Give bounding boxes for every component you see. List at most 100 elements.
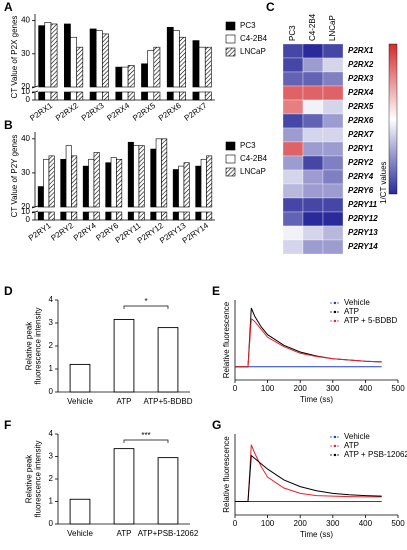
bar-base	[71, 211, 78, 221]
x-axis-label: Time (ss)	[300, 530, 333, 539]
bar-base	[150, 211, 157, 221]
y-tick-label: 0	[49, 519, 54, 528]
legend-swatch	[225, 167, 236, 177]
y-tick-label: 1	[49, 364, 54, 373]
x-tick-label: 100	[261, 384, 275, 393]
row-label: P2RY11	[348, 200, 378, 209]
heatmap-cell	[282, 183, 304, 199]
bar-base	[93, 211, 100, 221]
bar	[113, 319, 135, 393]
heatmap-cell	[302, 57, 324, 73]
x-tick-label: 0	[233, 519, 238, 528]
bar-base	[50, 91, 58, 101]
panel-letter: B	[4, 118, 13, 132]
y-tick-label: 0	[26, 95, 31, 104]
bar-base	[138, 211, 145, 221]
x-tick-label: ATP+5-BDBD	[144, 397, 193, 406]
y-tick-label: 4	[49, 429, 54, 438]
bar-base	[82, 211, 89, 221]
colorbar	[388, 43, 398, 195]
heatmap-cell	[322, 169, 344, 185]
bar-base	[38, 91, 46, 101]
bar-base	[147, 91, 155, 101]
heatmap-cell	[322, 239, 344, 255]
bar-base	[110, 211, 117, 221]
heatmap-cell	[282, 197, 304, 213]
heatmap-cell	[302, 43, 324, 59]
bar	[43, 158, 50, 208]
bar	[141, 63, 148, 88]
heatmap-cell	[322, 99, 344, 115]
y-tick-label: 20	[21, 202, 30, 211]
y-tick-label: 20	[21, 82, 30, 91]
legend-swatch	[225, 47, 236, 57]
panel-letter: C	[266, 0, 275, 14]
y-tick-label: 4	[49, 295, 54, 304]
x-tick-label: P2RX3	[80, 101, 106, 123]
bar-base	[206, 211, 213, 221]
heatmap-cell	[322, 127, 344, 143]
panel-letter: G	[212, 418, 221, 432]
bar	[121, 66, 129, 88]
x-tick-label: P2RY4	[72, 221, 98, 243]
x-tick-label: 400	[359, 519, 373, 528]
bar-base	[153, 91, 161, 101]
x-tick-label: ATP+PSB-12062	[138, 529, 199, 538]
bar-base	[65, 211, 72, 221]
x-tick-label: 100	[261, 519, 275, 528]
series-line	[235, 317, 382, 368]
panel-letter: F	[4, 418, 11, 432]
bar	[95, 30, 103, 88]
heatmap-cell	[322, 43, 344, 59]
bar	[133, 145, 140, 208]
heatmap-cell	[322, 71, 344, 87]
bar-base	[179, 91, 186, 101]
bar-base	[43, 211, 50, 221]
bar	[150, 148, 157, 208]
x-tick-label: 300	[326, 384, 340, 393]
heatmap-cell	[302, 127, 324, 143]
series-line	[235, 454, 382, 502]
bar	[44, 21, 52, 88]
y-tick-label: 3	[49, 318, 54, 327]
y-tick-label: 10	[21, 87, 30, 96]
heatmap-cell	[302, 183, 324, 199]
row-label: P2RX6	[348, 116, 374, 125]
heatmap-cell	[322, 113, 344, 129]
heatmap-cell	[302, 169, 324, 185]
row-label: P2RY4	[348, 172, 374, 181]
bar-base	[105, 211, 112, 221]
bar	[179, 36, 186, 88]
bar-base	[95, 91, 103, 101]
bar	[93, 152, 100, 208]
heatmap-cell	[322, 57, 344, 73]
bar	[82, 165, 89, 208]
bar-base	[88, 211, 95, 221]
legend-marker	[333, 319, 337, 323]
panel-letter: D	[4, 284, 13, 298]
heatmap-cell	[282, 43, 304, 59]
x-tick-label: 300	[326, 519, 340, 528]
x-tick-label: 0	[233, 384, 238, 393]
bar	[178, 165, 185, 208]
legend-swatch	[225, 34, 236, 44]
row-label: P2RX2	[348, 60, 374, 69]
x-tick-label: Vehicle	[67, 529, 93, 538]
bar	[157, 327, 179, 393]
y-axis-label: CT Value of P2Y genes	[10, 135, 19, 218]
heatmap-cell	[282, 155, 304, 171]
bar-base	[70, 91, 77, 101]
bar-base	[116, 211, 123, 221]
legend-marker	[333, 310, 337, 314]
bar	[192, 40, 200, 88]
bar-base	[127, 91, 135, 101]
y-axis-label: CT Value of P2X genes	[10, 16, 19, 99]
bar-base	[173, 91, 180, 101]
legend-swatch	[225, 21, 236, 31]
x-tick-label: 200	[294, 519, 308, 528]
y-tick-label: 30	[21, 168, 30, 177]
bar	[113, 448, 135, 525]
bar-base	[133, 211, 140, 221]
bar	[65, 145, 72, 208]
